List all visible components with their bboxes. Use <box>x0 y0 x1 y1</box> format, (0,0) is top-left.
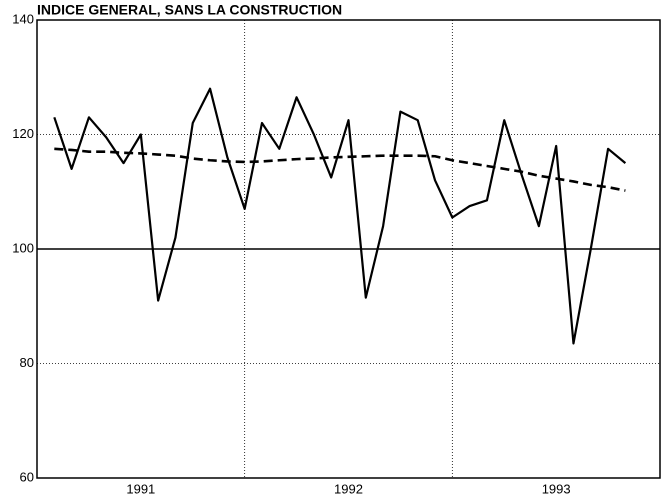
x-tick-label: 1992 <box>334 481 363 496</box>
y-tick-label: 80 <box>20 355 34 370</box>
y-tick-label: 100 <box>12 240 34 255</box>
chart-title: INDICE GENERAL, SANS LA CONSTRUCTION <box>37 2 342 18</box>
x-tick-label: 1993 <box>542 481 571 496</box>
y-tick-label: 120 <box>12 126 34 141</box>
line-series <box>54 147 626 192</box>
y-tick-label: 140 <box>12 11 34 26</box>
x-tick-label: 1991 <box>126 481 155 496</box>
y-tick-label: 60 <box>20 469 34 484</box>
plot-frame <box>36 19 661 479</box>
line-series <box>53 87 627 345</box>
